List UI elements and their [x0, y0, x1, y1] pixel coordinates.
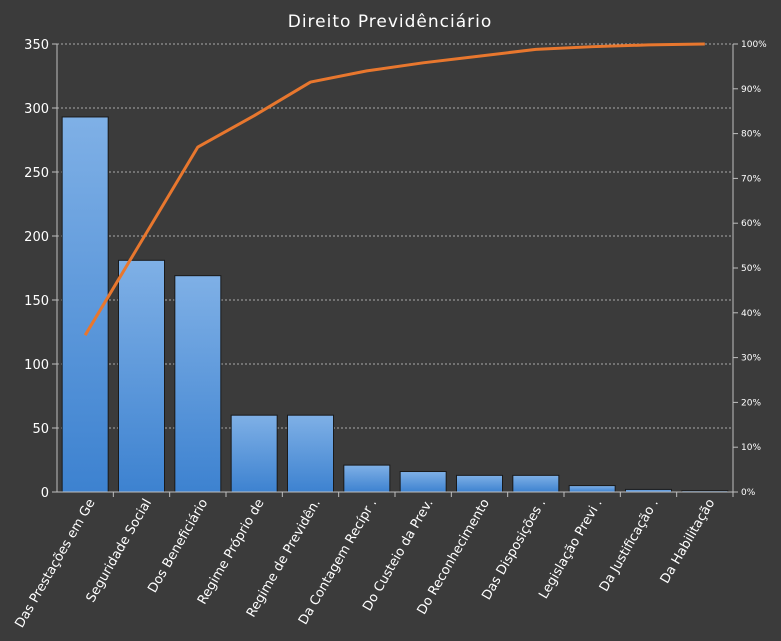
- gridlines: [57, 43, 733, 429]
- y2-tick-label: 50%: [741, 264, 761, 274]
- x-tick-label: Legislação Previ .: [536, 497, 605, 602]
- y2-tick-label: 90%: [741, 85, 761, 95]
- bar: [230, 414, 278, 493]
- bars: [61, 116, 729, 493]
- y2-tick-label: 80%: [741, 130, 761, 140]
- y2-tick-label: 10%: [741, 443, 761, 453]
- bar: [61, 116, 109, 493]
- bar: [568, 485, 616, 493]
- x-tick-label: Dos Beneficiário: [145, 496, 211, 595]
- bar: [118, 259, 165, 493]
- bar: [456, 474, 503, 493]
- x-tick-label: Da Habilitação: [658, 496, 719, 586]
- x-tick-label: Das Prestações em Ge: [13, 497, 99, 631]
- y2-tick-label: 60%: [741, 219, 761, 229]
- cumulative-percent-line: [83, 42, 705, 336]
- bar: [343, 464, 391, 493]
- y-tick-label: 200: [24, 230, 49, 245]
- x-tick-label: Das Disposições .: [479, 497, 549, 603]
- y-tick-label: 100: [24, 358, 49, 373]
- y-tick-label: 350: [24, 38, 49, 53]
- y2-tick-label: 30%: [741, 354, 761, 364]
- chart-title: Direito Previdênciário: [288, 12, 493, 32]
- y2-tick-label: 20%: [741, 398, 761, 408]
- y2-tick-label: 0%: [741, 488, 756, 498]
- y2-tick-label: 100%: [741, 40, 767, 50]
- y-tick-label: 300: [24, 102, 49, 117]
- bar: [174, 275, 222, 493]
- bar: [399, 471, 447, 493]
- y-tick-label: 0: [41, 486, 49, 501]
- cumulative-line: [83, 42, 705, 336]
- y2-tick-label: 70%: [741, 174, 761, 184]
- y-tick-label: 150: [24, 294, 49, 309]
- axes: [52, 43, 738, 497]
- y2-tick-label: 40%: [741, 309, 761, 319]
- x-tick-label: Da Justificação .: [597, 497, 662, 595]
- bar: [512, 474, 560, 493]
- y-tick-label: 50: [32, 422, 49, 437]
- x-tick-label: Seguridade Social: [84, 497, 155, 606]
- bar: [287, 414, 334, 493]
- y-tick-label: 250: [24, 166, 49, 181]
